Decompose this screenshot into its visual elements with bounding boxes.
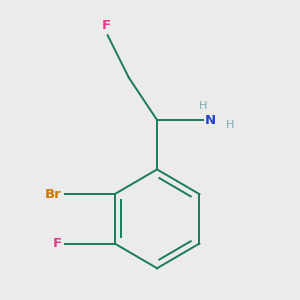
Text: F: F [101, 19, 110, 32]
Text: H: H [199, 101, 207, 111]
Text: H: H [226, 120, 234, 130]
Text: F: F [52, 237, 62, 250]
Text: N: N [205, 113, 216, 127]
Text: Br: Br [45, 188, 62, 201]
